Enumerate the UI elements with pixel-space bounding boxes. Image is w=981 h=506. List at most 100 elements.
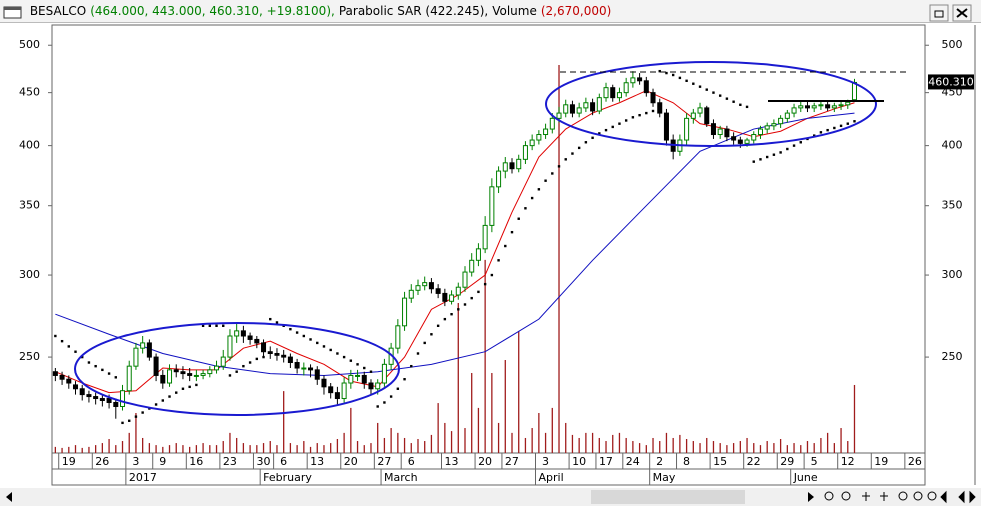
sar-dot [114,376,117,379]
sar-dot [188,385,191,389]
tool-move[interactable] [862,492,870,501]
sar-dot [718,94,722,97]
tool-reset[interactable] [927,491,937,501]
scroll-left[interactable] [6,492,12,502]
month-label: March [384,471,418,484]
candle-body [543,128,549,136]
y2-tick-label: 250 [942,350,963,363]
tool-refresh[interactable] [824,491,834,501]
sar-dot [571,152,574,155]
candle-body [603,87,609,99]
sar-dot [759,158,762,161]
x-tick-label: 15 [713,455,727,468]
candle-body [368,382,374,390]
candle-body [798,105,804,109]
candle-body [838,104,844,107]
volume-label: Volume [492,4,537,18]
sar-dot [745,105,749,109]
sar-dot [443,317,447,321]
candle-body [348,374,354,384]
candle-body [563,104,569,114]
x-tick-label: 17 [599,455,613,468]
sar-dot [799,141,802,144]
candle-body [522,145,528,160]
candle-body [744,139,750,144]
sar-dot [678,76,682,80]
sar-dot [457,308,460,311]
candle-body [569,104,575,114]
candle-body [274,352,280,356]
sar-dot [94,364,97,368]
candle-body [361,374,367,384]
candle-body [684,117,690,141]
sar-dot [436,324,440,328]
scroll-thumb[interactable] [591,490,745,504]
scroll-right[interactable] [808,492,814,502]
candle-body [261,342,267,353]
sar-dot [470,296,473,300]
candle-body [214,365,220,371]
sar-dot [739,103,742,106]
candle-body [502,162,508,172]
sar-dot [81,355,84,359]
sar-dot [537,188,541,191]
sar-dot [692,82,695,85]
month-label: June [793,471,818,484]
candle-body [173,369,179,373]
sar-dot [786,147,789,151]
sar-dot [363,366,366,370]
sar-dot [141,411,144,414]
candle-body [321,378,327,388]
sar-dot [584,141,588,144]
candle-body [227,335,233,358]
candle-body [630,77,636,84]
restore-button[interactable] [929,4,949,22]
sar-dot [215,324,218,328]
y-tick-label: 500 [19,38,40,51]
candle-body [59,374,65,380]
sar-dot [302,334,306,338]
candle-body [113,401,119,407]
tool-zoom-out[interactable] [913,491,923,501]
sar-dot [336,352,339,355]
sar-dot [846,122,849,125]
x-tick-label: 26 [908,455,922,468]
sar-dot [490,273,494,277]
candle-body [791,107,797,114]
sar-dot [752,160,755,163]
x-tick-label: 29 [780,455,794,468]
candle-body [449,294,455,302]
sar-dot [812,134,816,137]
tool-nav[interactable] [940,490,976,504]
tool-undo[interactable] [841,491,851,501]
price-tag-label: 460.310 [928,75,974,88]
candle-body [529,139,535,147]
candle-body [355,374,361,377]
x-tick-label: 24 [626,455,640,468]
candle-body [509,162,515,170]
sar-dot [779,151,782,154]
sar-dot [60,339,64,343]
candle-body [52,371,58,376]
tool-crosshair[interactable] [880,492,888,501]
candle-body [704,107,710,125]
x-tick-label: 12 [841,455,855,468]
x-tick-label: 27 [377,455,391,468]
tool-zoom-in[interactable] [898,491,908,501]
candle-body [422,282,428,287]
sar-dot [121,421,124,425]
sar-dot [792,144,796,147]
sar-dot [309,338,312,341]
sar-dot [604,128,608,132]
sar-dot [638,113,641,117]
candle-body [408,289,414,299]
sar-dot [295,331,299,334]
y-tick-label: 400 [19,139,40,152]
candle-body [381,363,387,384]
y2-tick-label: 500 [942,38,963,51]
sar-dot [329,348,332,352]
candle-body [751,134,757,141]
sar-dot [242,364,245,368]
sar-dot [396,387,400,390]
